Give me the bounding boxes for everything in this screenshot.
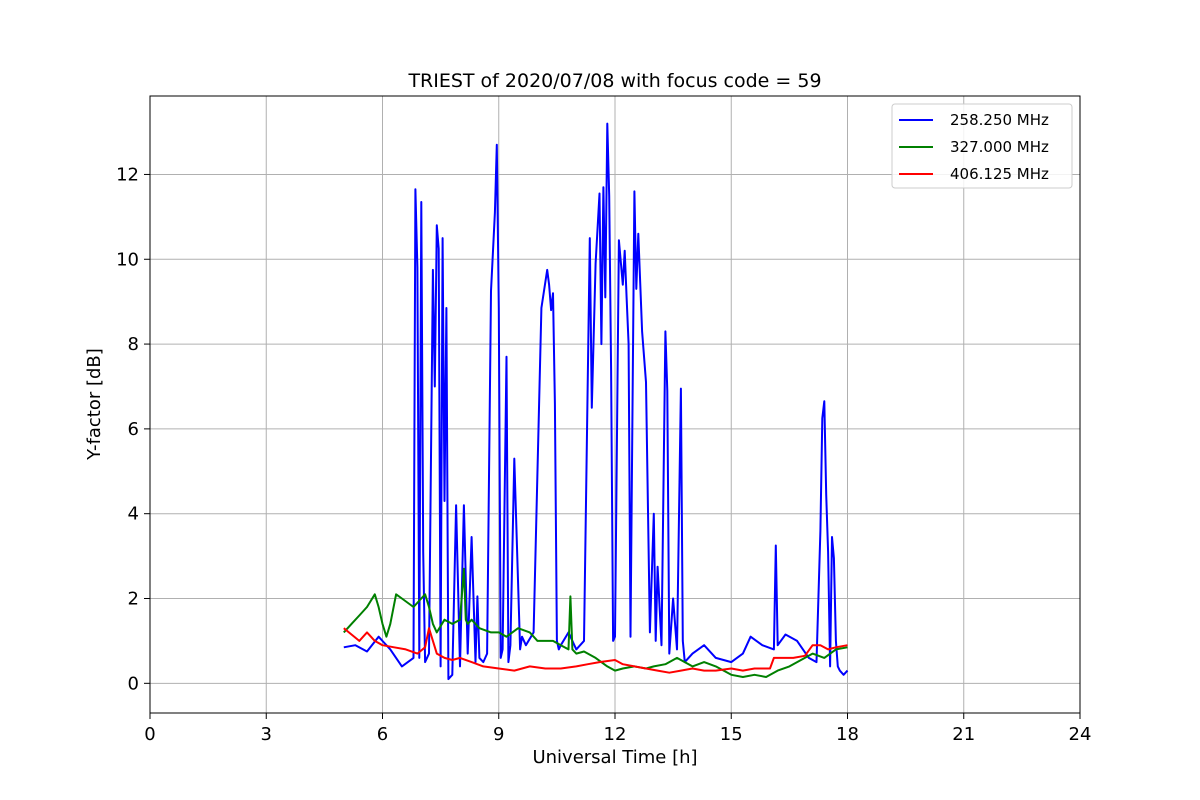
y-tick-label: 12 [116, 164, 139, 185]
legend: 258.250 MHz 327.000 MHz 406.125 MHz [891, 103, 1073, 189]
x-tick-label: 18 [836, 724, 859, 745]
x-axis-label: Universal Time [h] [532, 747, 697, 768]
x-tick-label: 21 [952, 724, 975, 745]
y-tick-label: 4 [128, 504, 139, 525]
x-tick-label: 0 [144, 724, 155, 745]
y-tick-label: 0 [128, 673, 139, 694]
y-tick-label: 8 [128, 334, 139, 355]
x-tick-label: 9 [493, 724, 504, 745]
x-tick-label: 15 [720, 724, 743, 745]
x-tick-label: 24 [1069, 724, 1092, 745]
series-line-0 [343, 122, 849, 681]
chart-title: TRIEST of 2020/07/08 with focus code = 5… [407, 70, 821, 92]
x-tick-label: 6 [377, 724, 388, 745]
y-tick-label: 6 [128, 419, 139, 440]
legend-label-2: 406.125 MHz [950, 165, 1049, 183]
legend-box [891, 103, 1073, 189]
legend-label-0: 258.250 MHz [950, 111, 1049, 129]
series-group [343, 122, 849, 681]
y-axis-label: Y-factor [dB] [84, 348, 105, 461]
series-line-2 [343, 627, 848, 674]
series-line-1 [343, 567, 848, 678]
y-tick-label: 2 [128, 589, 139, 610]
y-tick-label: 10 [116, 249, 139, 270]
x-tick-label: 3 [261, 724, 272, 745]
legend-label-1: 327.000 MHz [950, 138, 1049, 156]
x-tick-label: 12 [604, 724, 627, 745]
